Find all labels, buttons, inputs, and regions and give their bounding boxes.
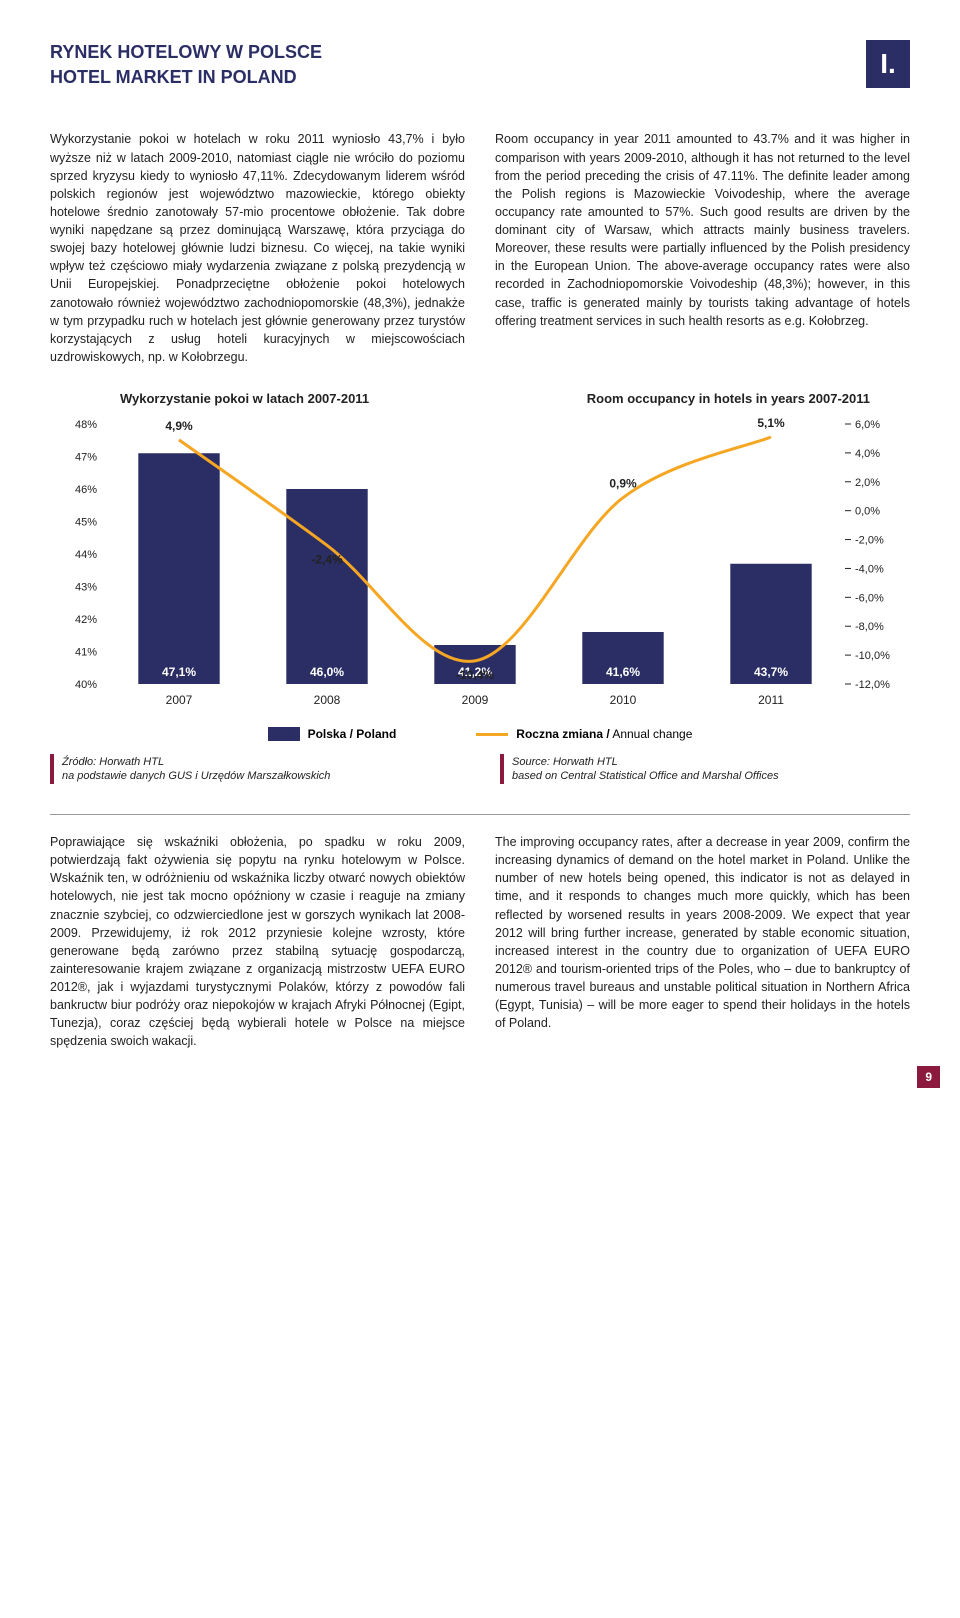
svg-text:44%: 44% bbox=[75, 549, 97, 561]
svg-text:43,7%: 43,7% bbox=[754, 665, 788, 679]
source-pl-line1: Źródło: Horwath HTL bbox=[62, 756, 164, 768]
intro-para-en: Room occupancy in year 2011 amounted to … bbox=[495, 130, 910, 366]
source-pl-line2: na podstawie danych GUS i Urzędów Marsza… bbox=[62, 770, 330, 782]
svg-text:6,0%: 6,0% bbox=[855, 419, 880, 431]
page-title: RYNEK HOTELOWY W POLSCE HOTEL MARKET IN … bbox=[50, 40, 322, 90]
source-pl: Źródło: Horwath HTL na podstawie danych … bbox=[50, 754, 460, 784]
svg-text:2011: 2011 bbox=[758, 693, 784, 707]
svg-text:0,0%: 0,0% bbox=[855, 506, 880, 518]
svg-text:-2,0%: -2,0% bbox=[855, 535, 884, 547]
legend-line-label: Roczna zmiana / Annual change bbox=[516, 727, 692, 741]
svg-text:2,0%: 2,0% bbox=[855, 477, 880, 489]
svg-text:-12,0%: -12,0% bbox=[855, 679, 890, 691]
svg-text:-10,0%: -10,0% bbox=[855, 650, 890, 662]
svg-text:40%: 40% bbox=[75, 679, 97, 691]
svg-text:0,9%: 0,9% bbox=[609, 477, 637, 491]
svg-text:2010: 2010 bbox=[610, 693, 637, 707]
occupancy-chart: 40% 41% 42% 43% 44% 45% 46% 47% 48% -12,0% -10,0% -… bbox=[50, 414, 910, 734]
svg-text:42%: 42% bbox=[75, 614, 97, 626]
svg-text:46,0%: 46,0% bbox=[310, 665, 344, 679]
legend-bar-label: Polska / Poland bbox=[308, 727, 397, 741]
source-en-line1: Source: Horwath HTL bbox=[512, 756, 618, 768]
intro-para-pl: Wykorzystanie pokoi w hotelach w roku 20… bbox=[50, 130, 465, 366]
legend-line: Roczna zmiana / Annual change bbox=[476, 727, 692, 741]
second-para-en: The improving occupancy rates, after a d… bbox=[495, 833, 910, 1051]
page-number: 9 bbox=[917, 1066, 940, 1088]
source-accent-bar bbox=[50, 754, 54, 784]
svg-text:47,1%: 47,1% bbox=[162, 665, 196, 679]
svg-text:-10,4%: -10,4% bbox=[456, 668, 494, 682]
chart-titles: Wykorzystanie pokoi w latach 2007-2011 R… bbox=[50, 391, 910, 406]
intro-columns: Wykorzystanie pokoi w hotelach w roku 20… bbox=[50, 130, 910, 366]
second-columns: Poprawiające się wskaźniki obłożenia, po… bbox=[50, 833, 910, 1051]
source-en: Source: Horwath HTL based on Central Sta… bbox=[500, 754, 910, 784]
svg-text:-6,0%: -6,0% bbox=[855, 592, 884, 604]
svg-text:4,0%: 4,0% bbox=[855, 448, 880, 460]
legend-bar: Polska / Poland bbox=[268, 727, 397, 741]
chapter-badge: I. bbox=[866, 40, 910, 88]
second-para-pl: Poprawiające się wskaźniki obłożenia, po… bbox=[50, 833, 465, 1051]
svg-text:43%: 43% bbox=[75, 582, 97, 594]
title-pl: RYNEK HOTELOWY W POLSCE bbox=[50, 40, 322, 65]
svg-text:5,1%: 5,1% bbox=[757, 416, 785, 430]
svg-text:47%: 47% bbox=[75, 452, 97, 464]
svg-text:45%: 45% bbox=[75, 517, 97, 529]
svg-text:-8,0%: -8,0% bbox=[855, 621, 884, 633]
svg-text:41,6%: 41,6% bbox=[606, 665, 640, 679]
source-accent-bar bbox=[500, 754, 504, 784]
legend-swatch-bar bbox=[268, 727, 300, 741]
chart-title-en: Room occupancy in hotels in years 2007-2… bbox=[587, 391, 870, 406]
source-en-line2: based on Central Statistical Office and … bbox=[512, 770, 779, 782]
chart-legend: Polska / Poland Roczna zmiana / Annual c… bbox=[50, 727, 910, 741]
svg-text:41%: 41% bbox=[75, 647, 97, 659]
chart-title-pl: Wykorzystanie pokoi w latach 2007-2011 bbox=[120, 391, 369, 406]
svg-text:4,9%: 4,9% bbox=[165, 419, 193, 433]
divider bbox=[50, 814, 910, 815]
svg-text:2008: 2008 bbox=[314, 693, 341, 707]
svg-text:2009: 2009 bbox=[462, 693, 489, 707]
svg-text:-2,4%: -2,4% bbox=[311, 552, 343, 566]
svg-text:2007: 2007 bbox=[166, 693, 193, 707]
header-row: RYNEK HOTELOWY W POLSCE HOTEL MARKET IN … bbox=[50, 40, 910, 90]
legend-swatch-line bbox=[476, 733, 508, 736]
source-row: Źródło: Horwath HTL na podstawie danych … bbox=[50, 754, 910, 784]
title-en: HOTEL MARKET IN POLAND bbox=[50, 65, 322, 90]
svg-text:46%: 46% bbox=[75, 484, 97, 496]
svg-text:48%: 48% bbox=[75, 419, 97, 431]
svg-text:-4,0%: -4,0% bbox=[855, 563, 884, 575]
